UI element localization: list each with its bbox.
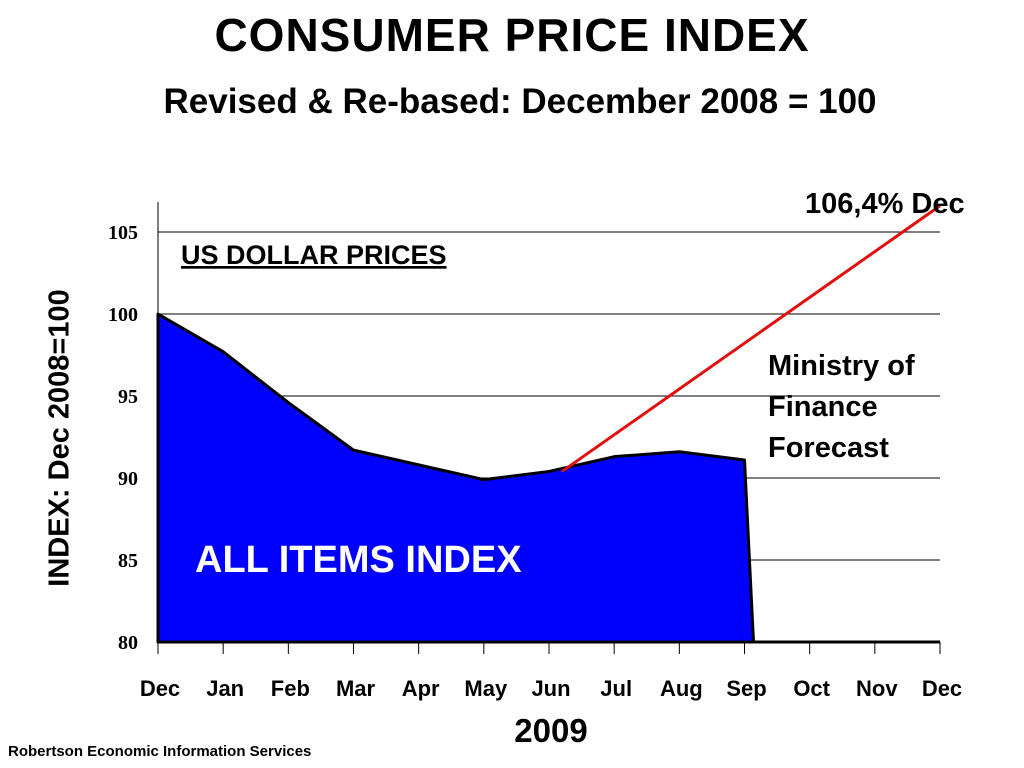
area-label: ALL ITEMS INDEX — [195, 539, 522, 581]
x-tick-label: Jun — [531, 676, 570, 701]
area-all-items-index — [156, 312, 755, 644]
forecast-end-label: 106,4% Dec — [805, 188, 965, 220]
forecast-label-line: Finance — [768, 391, 878, 423]
y-tick-label: 95 — [118, 386, 138, 408]
x-tick-label: May — [464, 676, 508, 701]
chart-title: CONSUMER PRICE INDEX — [214, 9, 810, 61]
x-tick-label: Feb — [271, 676, 310, 701]
footer-credit: Robertson Economic Information Services — [8, 743, 312, 760]
currency-label: US DOLLAR PRICES — [181, 240, 447, 270]
forecast-label-line: Ministry of — [768, 350, 915, 382]
forecast-label-line: Forecast — [768, 432, 889, 464]
y-tick-label: 85 — [118, 550, 138, 572]
x-tick-label: Dec — [140, 676, 180, 701]
x-tick-label: Jan — [206, 676, 244, 701]
y-tick-label: 80 — [118, 632, 138, 654]
chart-subtitle: Revised & Re-based: December 2008 = 100 — [163, 82, 877, 121]
x-tick-label: Jul — [600, 676, 632, 701]
y-tick-label: 105 — [108, 222, 138, 244]
y-tick-label: 90 — [118, 468, 138, 490]
forecast-line — [561, 204, 941, 473]
x-tick-label: Oct — [793, 676, 830, 701]
x-tick-label: Nov — [856, 676, 898, 701]
x-tick-label: Sep — [726, 676, 766, 701]
x-tick-label: Dec — [922, 676, 962, 701]
y-tick-label: 100 — [108, 304, 138, 326]
x-tick-label: Mar — [336, 676, 376, 701]
x-tick-label: Aug — [660, 676, 703, 701]
x-axis-label: 2009 — [514, 712, 587, 749]
x-tick-label: Apr — [402, 676, 440, 701]
